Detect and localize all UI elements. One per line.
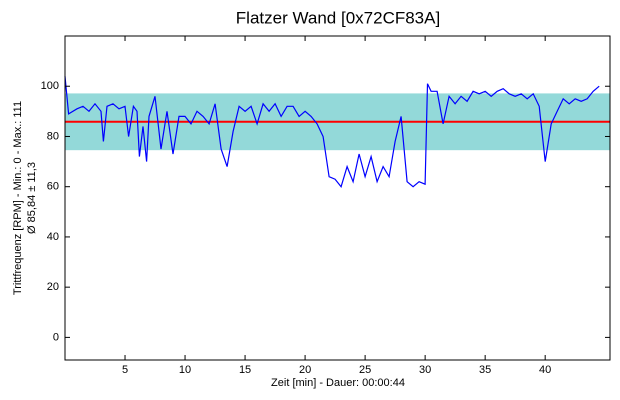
- x-tick-label: 10: [179, 364, 191, 376]
- x-tick-label: 15: [239, 364, 251, 376]
- y-tick-label: 100: [41, 80, 59, 92]
- line-series: [64, 76, 600, 188]
- y-tick-label: 20: [47, 281, 59, 293]
- y-tick-label: 60: [47, 181, 59, 193]
- x-tick-label: 25: [359, 364, 371, 376]
- x-tick-label: 5: [122, 364, 128, 376]
- y-tick-label: 40: [47, 231, 59, 243]
- x-axis-label: Zeit [min] - Dauer: 00:00:44: [271, 377, 405, 389]
- chart-title: Flatzer Wand [0x72CF83A]: [236, 8, 440, 27]
- y-axis-label: Trittfrequenz [RPM] - Min.: 0 - Max.: 11…: [12, 101, 24, 295]
- y-tick-label: 0: [53, 331, 59, 343]
- y-tick-label: 80: [47, 130, 59, 142]
- x-tick-label: 20: [299, 364, 311, 376]
- plot-frame: [64, 35, 611, 361]
- y-axis-label: Ø 85,84 ± 11,3: [26, 162, 38, 234]
- x-tick-label: 35: [479, 364, 491, 376]
- x-tick-label: 40: [539, 364, 551, 376]
- x-tick-label: 30: [419, 364, 431, 376]
